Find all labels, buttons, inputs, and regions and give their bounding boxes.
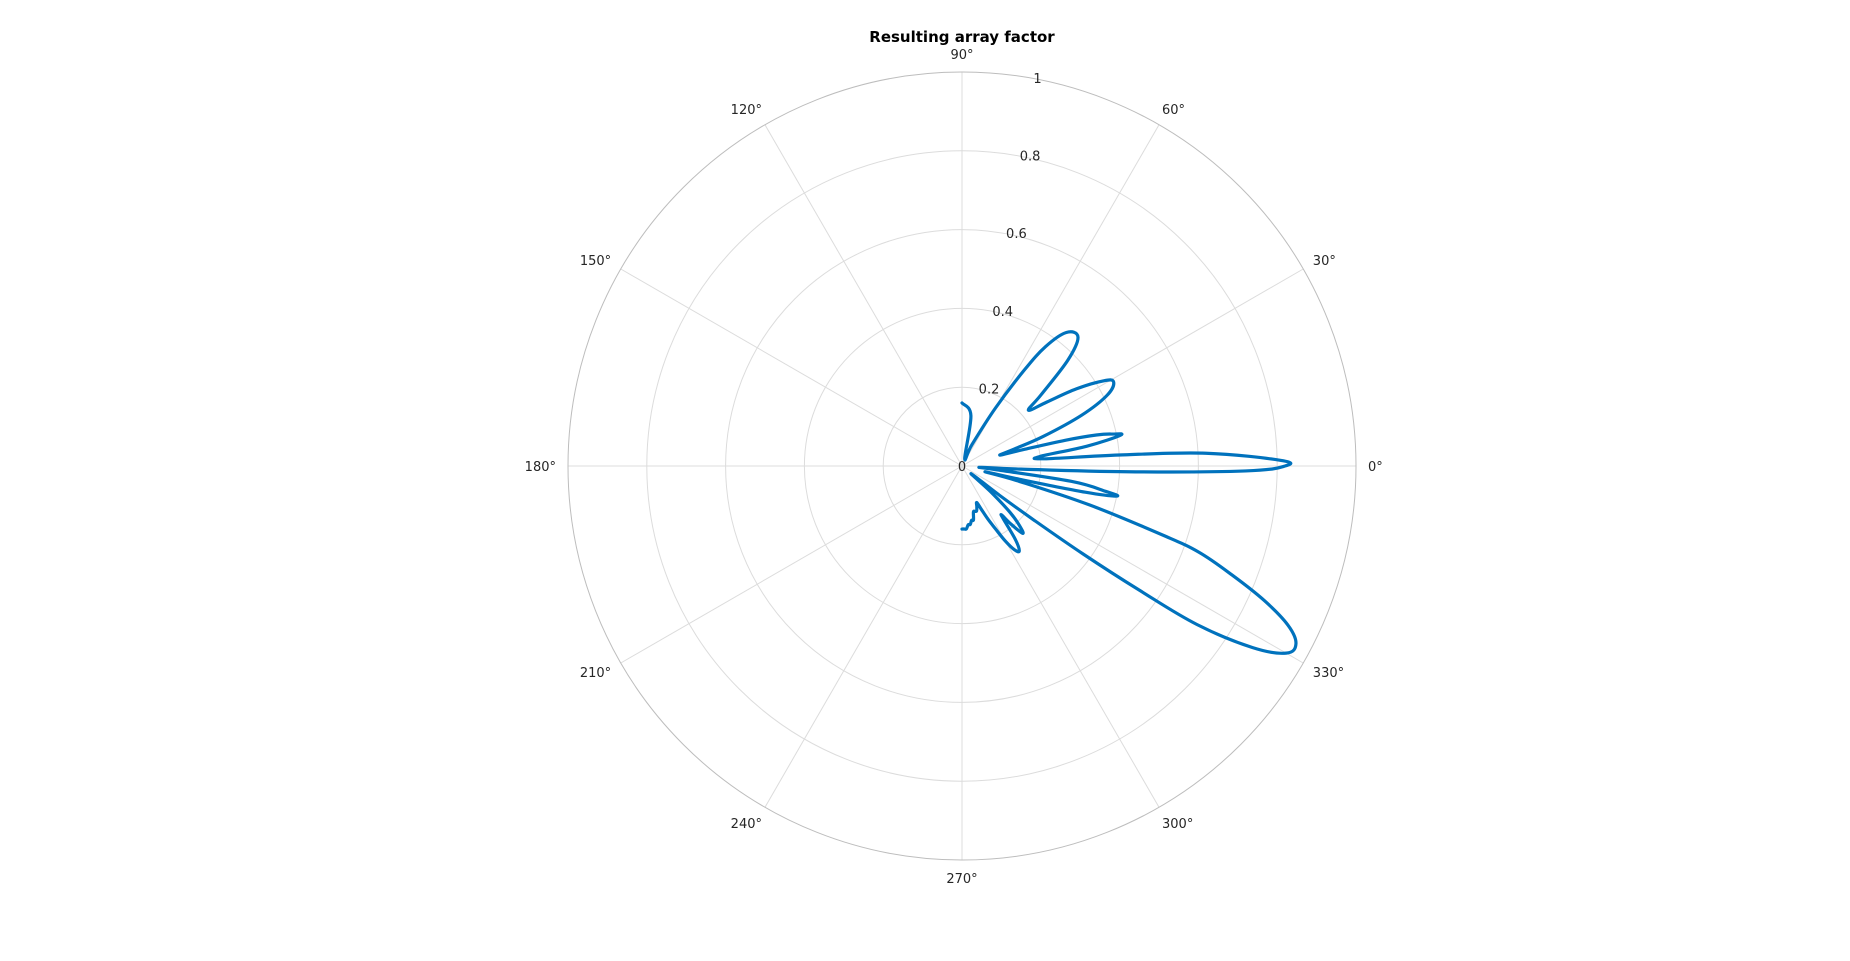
- r-gridline-3: [725, 229, 1199, 703]
- theta-gridline-300: [961, 465, 1160, 808]
- polar-grid: [567, 71, 1357, 861]
- r-tick-label-2: 0.4: [992, 305, 1013, 320]
- theta-gridline-240: [764, 465, 963, 808]
- theta-tick-label-270: 270°: [946, 872, 977, 887]
- r-tick-label-5: 1: [1033, 72, 1041, 87]
- r-gridline-1: [882, 386, 1042, 546]
- r-tick-label-1: 0.2: [979, 382, 1000, 397]
- theta-gridline-30: [961, 268, 1304, 467]
- r-gridline-2: [803, 307, 1121, 625]
- polar-data: [960, 330, 1298, 655]
- plot-title: Resulting array factor: [869, 28, 1055, 46]
- theta-gridline-210: [620, 465, 963, 664]
- polar-tick-labels: 0° 30° 60° 90° 120° 150° 180° 210° 240° 270° 300° 3…: [525, 48, 1383, 887]
- r-gridline-4: [646, 150, 1278, 782]
- r-tick-label-4: 0.8: [1020, 150, 1041, 165]
- array-factor-line-0: [960, 330, 1298, 655]
- theta-tick-label-0: 0°: [1368, 460, 1383, 475]
- theta-tick-label-150: 150°: [580, 254, 611, 269]
- theta-tick-label-30: 30°: [1313, 254, 1336, 269]
- theta-tick-label-300: 300°: [1162, 817, 1193, 832]
- theta-tick-label-120: 120°: [731, 103, 762, 118]
- theta-tick-label-90: 90°: [950, 48, 973, 63]
- theta-tick-label-180: 180°: [525, 460, 556, 475]
- r-tick-label-3: 0.6: [1006, 227, 1027, 242]
- theta-tick-label-240: 240°: [731, 817, 762, 832]
- theta-gridline-120: [764, 124, 963, 467]
- polar-outer-ring: [567, 71, 1357, 861]
- theta-gridline-330: [961, 465, 1304, 664]
- r-tick-label-0: 0: [958, 460, 966, 475]
- theta-tick-label-330: 330°: [1313, 666, 1344, 681]
- theta-tick-label-60: 60°: [1162, 103, 1185, 118]
- theta-tick-label-210: 210°: [580, 666, 611, 681]
- theta-gridline-150: [620, 268, 963, 467]
